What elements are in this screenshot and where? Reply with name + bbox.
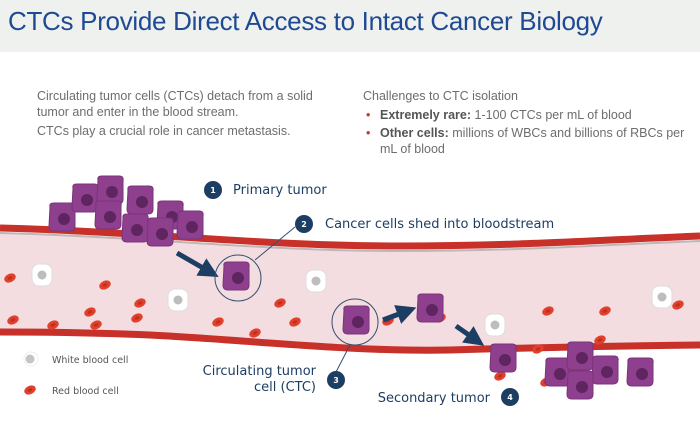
highlight-circle (331, 298, 379, 346)
legend-label: Red blood cell (52, 386, 119, 397)
intro-paragraph: Circulating tumor cells (CTCs) detach fr… (37, 89, 313, 119)
step-1: 1 Primary tumor (204, 181, 327, 199)
step-number: 2 (301, 220, 307, 229)
step-label: Secondary tumor (378, 391, 491, 406)
white-blood-cell-icon (25, 354, 35, 364)
challenges-block: Challenges to CTC isolation Extremely ra… (363, 88, 693, 159)
challenge-item: Extremely rare: 1-100 CTCs per mL of blo… (363, 107, 693, 123)
challenge-bold: Other cells: (380, 126, 449, 140)
step-label: Primary tumor (233, 183, 327, 198)
ctc-cell (342, 305, 370, 335)
vessel-lumen (0, 232, 700, 351)
highlight-circle (214, 254, 262, 302)
challenges-heading: Challenges to CTC isolation (363, 89, 518, 103)
challenge-text: 1-100 CTCs per mL of blood (471, 108, 632, 122)
challenges-list: Extremely rare: 1-100 CTCs per mL of blo… (363, 107, 693, 157)
step-label: Circulating tumor (203, 364, 317, 379)
intro-text: Circulating tumor cells (CTCs) detach fr… (37, 88, 327, 142)
red-blood-cell-icon (22, 383, 38, 397)
step-label: cell (CTC) (254, 380, 316, 395)
vessel-wall-bottom (0, 328, 700, 354)
legend-label: White blood cell (52, 355, 128, 366)
intro-paragraph: CTCs play a crucial role in cancer metas… (37, 124, 291, 138)
arrow-icon (454, 323, 485, 346)
legend: White blood cell Red blood cell (22, 351, 128, 397)
challenge-bold: Extremely rare: (380, 108, 472, 122)
title-bar: CTCs Provide Direct Access to Intact Can… (0, 0, 700, 52)
step-4: 4 Secondary tumor (378, 388, 519, 406)
step-3: 3 Circulating tumor cell (CTC) (203, 364, 345, 395)
challenge-text: millions of WBCs and billions of RBCs pe… (380, 126, 685, 156)
page-title: CTCs Provide Direct Access to Intact Can… (8, 6, 603, 36)
step-label: Cancer cells shed into bloodstream (325, 217, 554, 232)
arrow-icon (382, 305, 417, 324)
challenge-item: Other cells: millions of WBCs and billio… (363, 125, 693, 157)
shedding-cancer-cell (222, 261, 250, 291)
step-number: 1 (210, 186, 216, 195)
arrow-icon (175, 250, 219, 277)
circulating-cancer-cell (416, 293, 444, 323)
step-2: 2 Cancer cells shed into bloodstream (295, 215, 554, 233)
step-number: 3 (333, 376, 339, 385)
step-number: 4 (507, 393, 513, 402)
